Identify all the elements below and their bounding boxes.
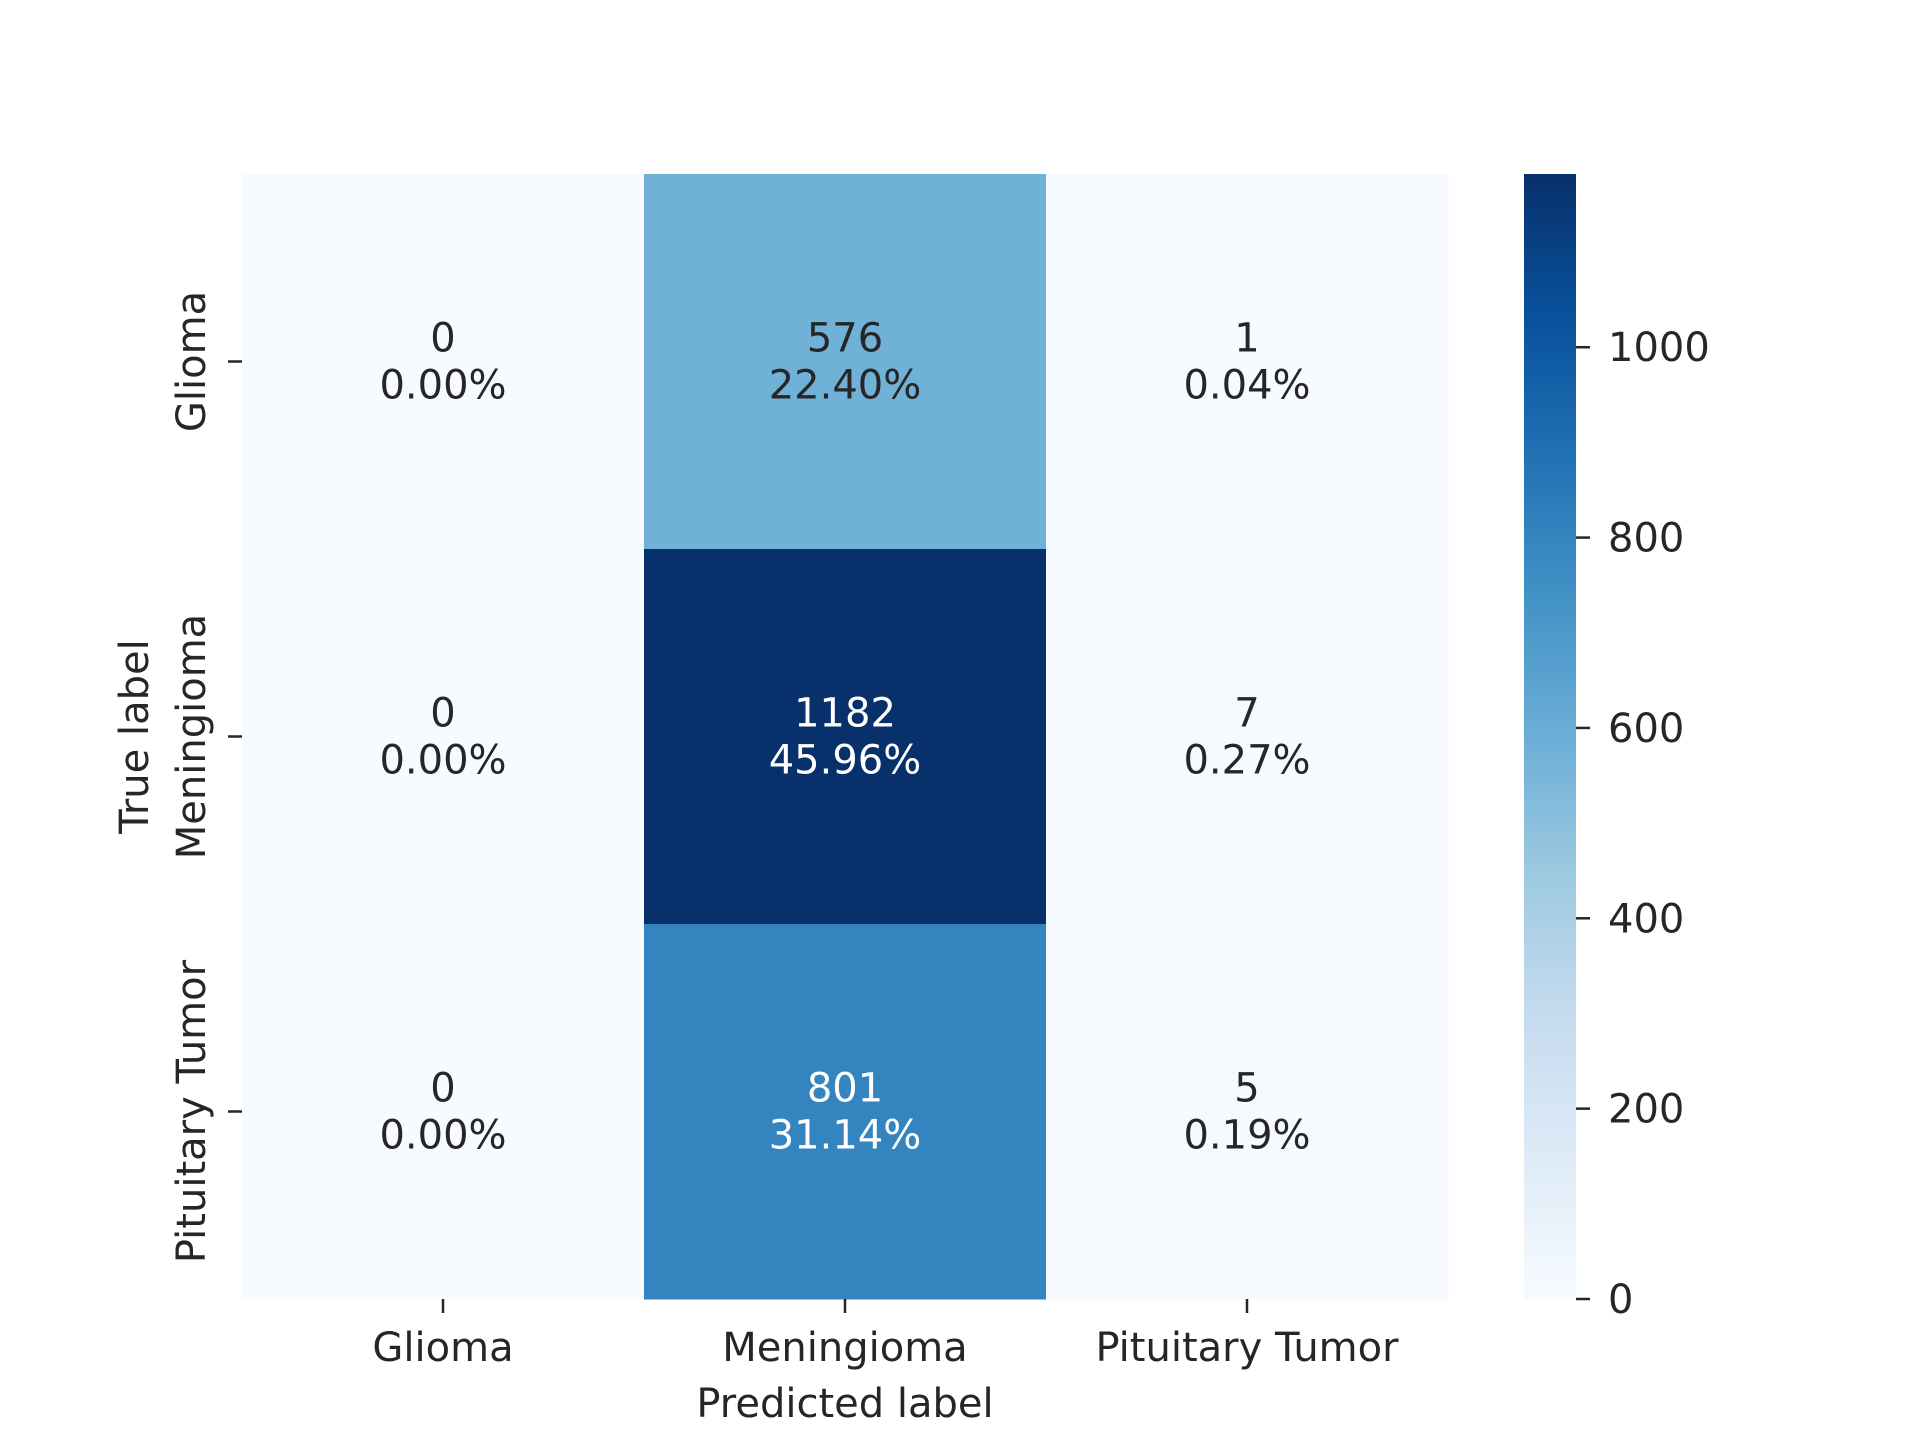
colorbar-tick-label: 600 bbox=[1608, 706, 1684, 752]
cell-percent-label: 22.40% bbox=[769, 363, 922, 409]
cell-percent-label: 0.04% bbox=[1183, 363, 1310, 409]
cell-count-label: 0 bbox=[430, 691, 455, 737]
heatmap-cell bbox=[1046, 174, 1449, 550]
cell-count-label: 0 bbox=[430, 316, 455, 362]
colorbar-tick-label: 400 bbox=[1608, 896, 1684, 942]
cell-count-label: 1182 bbox=[794, 691, 896, 737]
cell-percent-label: 0.00% bbox=[379, 1113, 506, 1159]
cell-count-label: 5 bbox=[1234, 1066, 1259, 1112]
x-axis-label: Predicted label bbox=[696, 1381, 993, 1427]
x-tick-label: Glioma bbox=[372, 1325, 513, 1371]
cell-percent-label: 0.27% bbox=[1183, 738, 1310, 784]
colorbar-tick-label: 800 bbox=[1608, 516, 1684, 562]
cell-count-label: 0 bbox=[430, 1066, 455, 1112]
cell-percent-label: 0.00% bbox=[379, 363, 506, 409]
colorbar-tick-label: 1000 bbox=[1608, 325, 1710, 371]
cell-count-label: 801 bbox=[807, 1066, 883, 1112]
heatmap-plot: 00.00%57622.40%10.04%00.00%118245.96%70.… bbox=[242, 174, 1449, 1300]
y-tick-label: Meningioma bbox=[169, 614, 215, 859]
heatmap-cell bbox=[1046, 924, 1449, 1300]
x-tick-label: Meningioma bbox=[722, 1325, 967, 1371]
x-tick-label: Pituitary Tumor bbox=[1095, 1325, 1399, 1371]
x-axis-ticks: Glioma Meningioma Pituitary Tumor bbox=[372, 1299, 1399, 1371]
cell-count-label: 576 bbox=[807, 316, 883, 362]
y-axis-ticks: Glioma Meningioma Pituitary Tumor bbox=[169, 291, 242, 1263]
heatmap-cell bbox=[644, 174, 1047, 550]
y-tick-label: Pituitary Tumor bbox=[169, 959, 215, 1263]
cell-percent-label: 31.14% bbox=[769, 1113, 922, 1159]
heatmap-cell bbox=[644, 924, 1047, 1300]
y-tick-label: Glioma bbox=[169, 291, 215, 432]
heatmap-cell bbox=[242, 549, 645, 925]
cell-percent-label: 0.19% bbox=[1183, 1113, 1310, 1159]
colorbar bbox=[1524, 174, 1576, 1299]
heatmap-cell bbox=[242, 924, 645, 1300]
cell-percent-label: 45.96% bbox=[769, 738, 922, 784]
y-axis-label: True label bbox=[112, 639, 158, 834]
colorbar-ticks: 0 200 400 600 800 1000 bbox=[1576, 325, 1710, 1323]
cell-count-label: 7 bbox=[1234, 691, 1259, 737]
cell-percent-label: 0.00% bbox=[379, 738, 506, 784]
colorbar-tick-label: 200 bbox=[1608, 1087, 1684, 1133]
colorbar-tick-label: 0 bbox=[1608, 1277, 1633, 1323]
heatmap-cell bbox=[1046, 549, 1449, 925]
heatmap-cell bbox=[644, 549, 1047, 925]
heatmap-cell bbox=[242, 174, 645, 550]
cell-count-label: 1 bbox=[1234, 316, 1259, 362]
